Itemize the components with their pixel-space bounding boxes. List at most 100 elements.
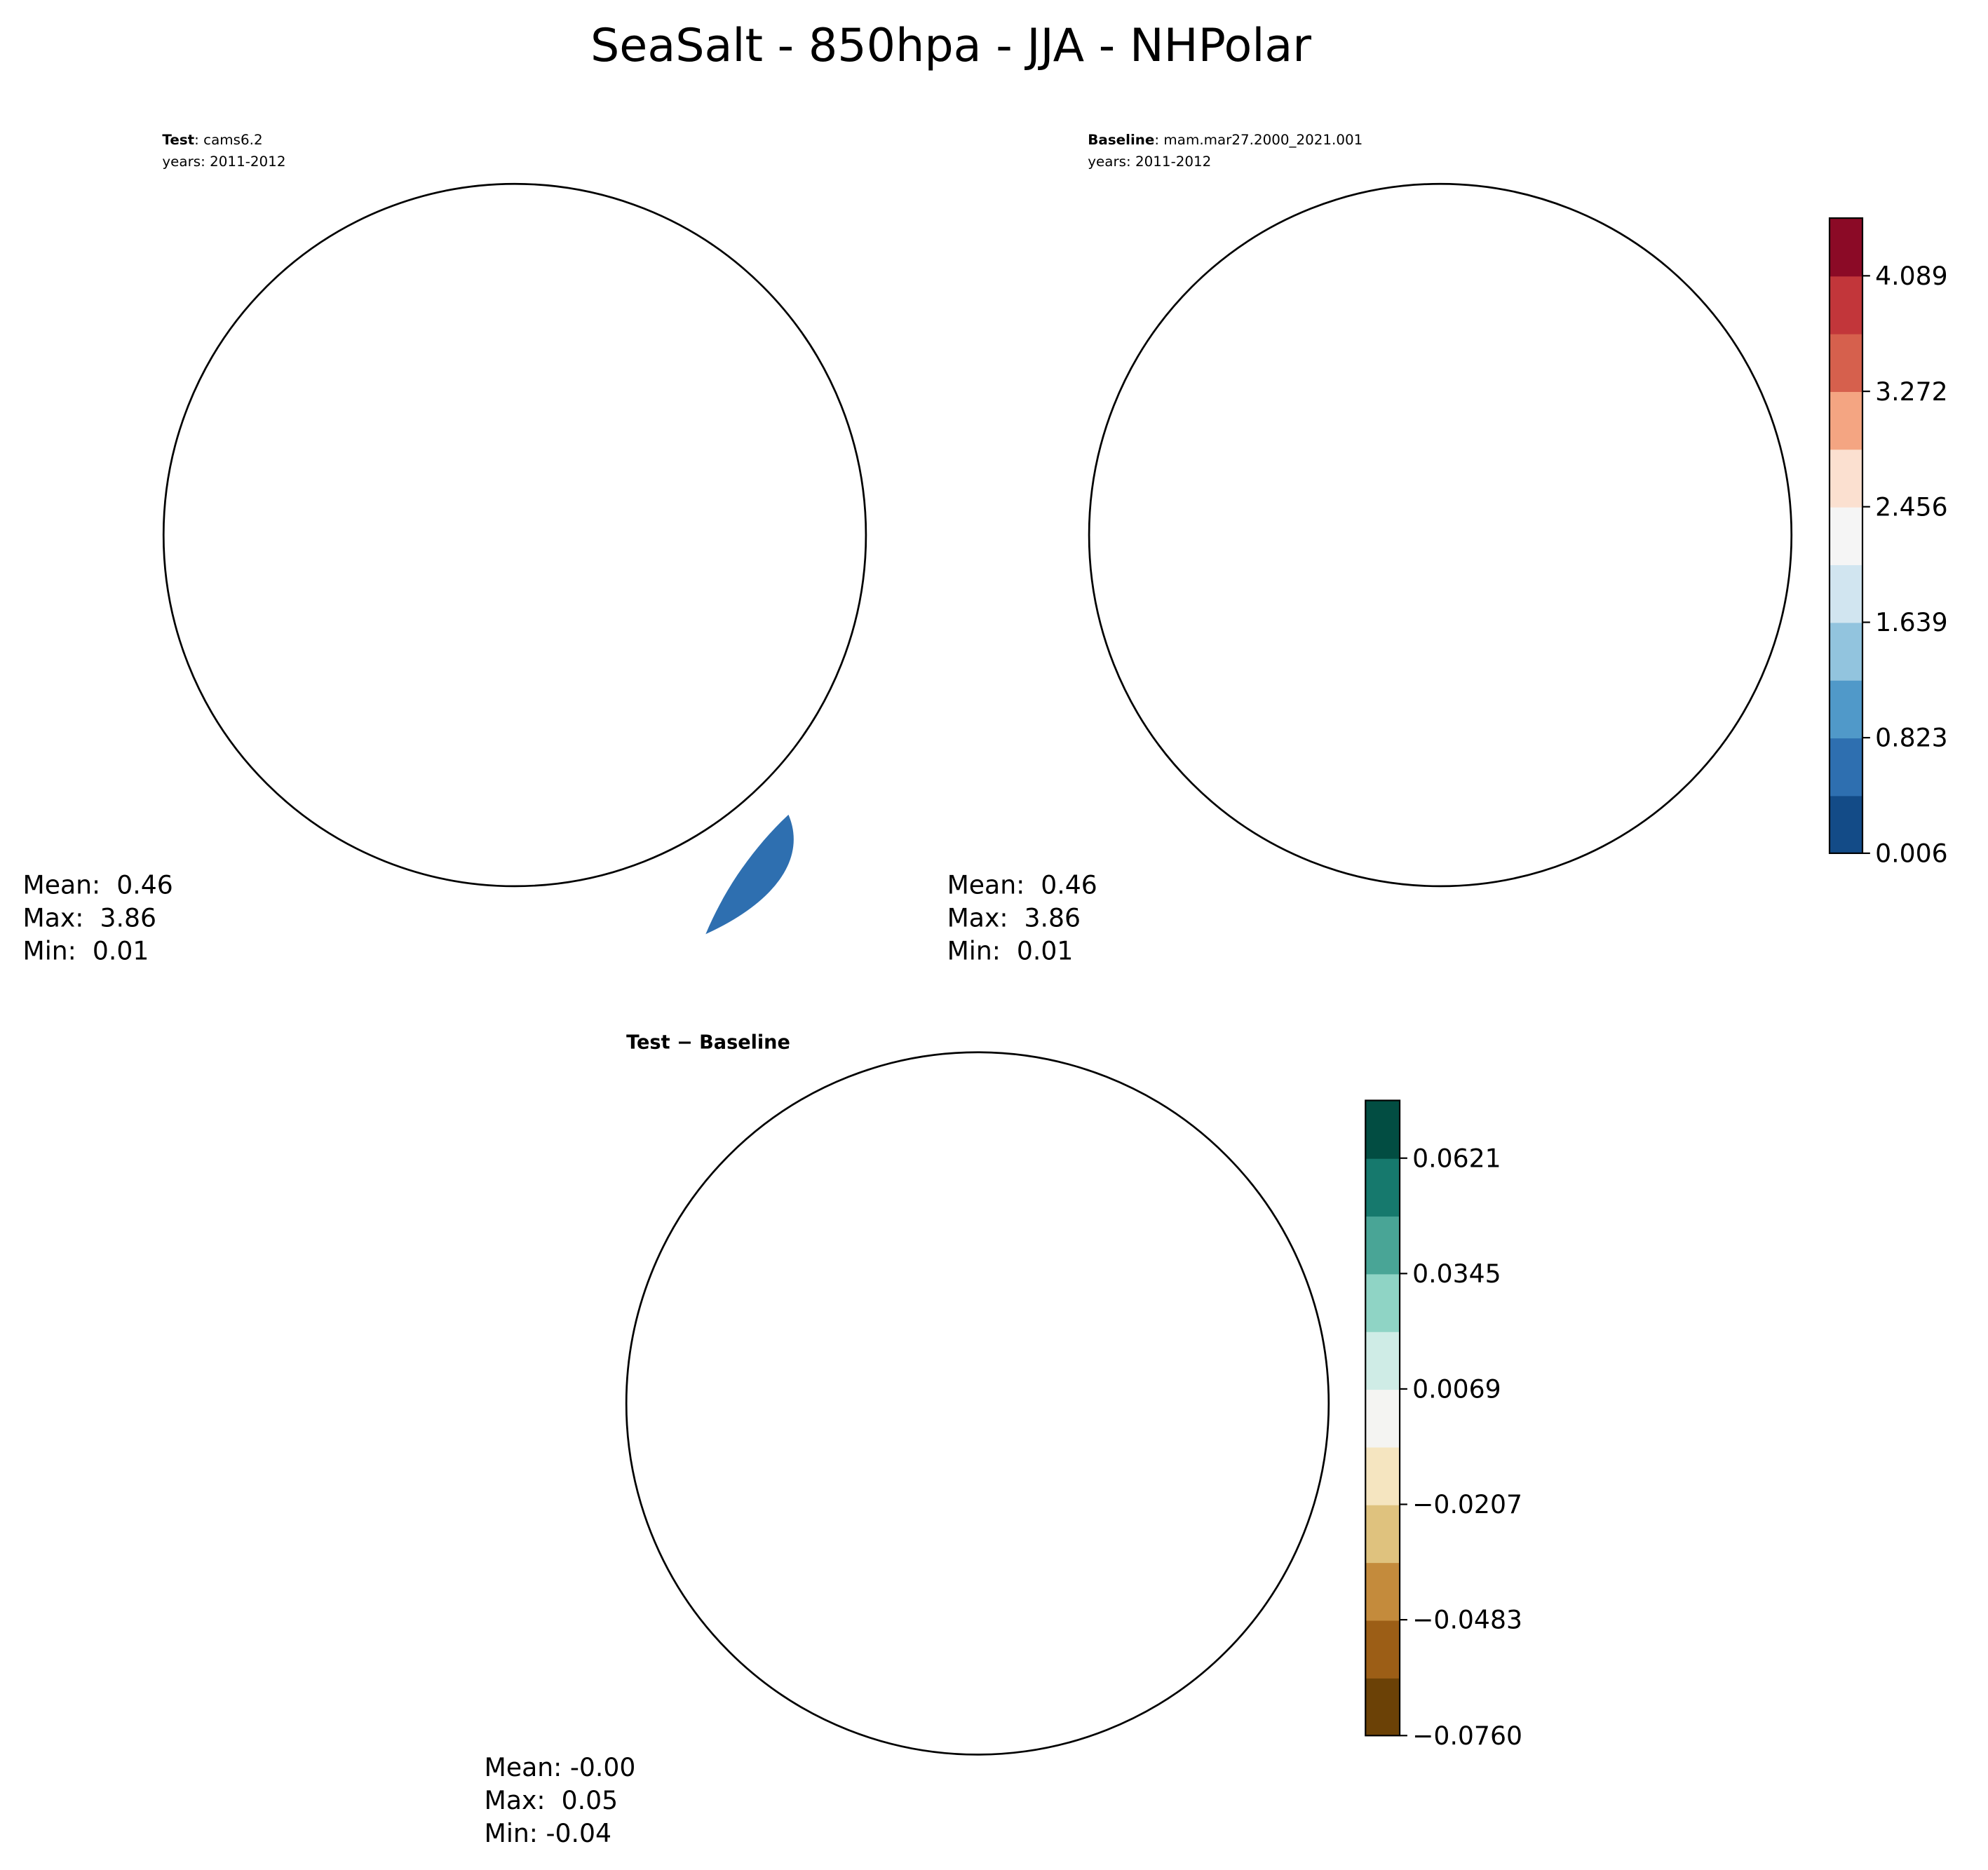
field-patch [678, 719, 866, 886]
field-patch [825, 1619, 1053, 1721]
stat: Max: 0.05 [485, 1785, 618, 1815]
tick-label: 0.006 [1875, 839, 1948, 869]
field-patch [1098, 742, 1605, 924]
color-band [1365, 1331, 1400, 1390]
tick-label: −0.0760 [1412, 1721, 1522, 1751]
field-patch [678, 719, 769, 916]
panel-years: years: 2011-2012 [1088, 154, 1211, 170]
color-band [1829, 506, 1863, 566]
stat: Min: 0.01 [23, 936, 149, 966]
land-mask [1280, 576, 1425, 687]
map [71, 142, 866, 979]
color-band [1365, 1620, 1400, 1679]
field-patch [678, 725, 693, 928]
color-band [1829, 218, 1863, 277]
panel-name: Test − Baseline [626, 1031, 790, 1053]
colorbar-frame [1365, 1099, 1401, 1737]
stat: Max: 3.86 [23, 903, 156, 933]
field-patch [71, 142, 578, 345]
tick-label: 0.823 [1875, 723, 1948, 753]
map-border [162, 182, 867, 888]
field-patch [673, 1556, 1130, 1759]
color-band [1365, 1216, 1400, 1275]
color-band [1365, 1389, 1400, 1448]
field-patch [261, 767, 641, 919]
field-patch [236, 761, 654, 923]
map [626, 1052, 1329, 1759]
color-band [1365, 1158, 1400, 1217]
color-band [1829, 276, 1863, 334]
tick-label: 0.0345 [1412, 1259, 1501, 1289]
panel-years: years: 2011-2012 [162, 154, 285, 170]
field-patch [96, 155, 476, 307]
maps [71, 142, 1793, 1759]
field-patch [388, 814, 565, 890]
tick-label: −0.0483 [1412, 1605, 1522, 1635]
color-band [1829, 449, 1863, 508]
panel-label: Test: cams6.2 [162, 132, 262, 148]
field-patch [1022, 155, 1402, 307]
color-band [1829, 391, 1863, 450]
coastline [686, 1112, 1193, 1695]
panel-info: : cams6.2 [194, 132, 262, 148]
field-patch [980, 1701, 1026, 1726]
field-patch [1089, 184, 1792, 886]
field-patch [1136, 753, 1593, 926]
stat: Mean: -0.00 [485, 1752, 636, 1782]
color-band [1365, 1273, 1400, 1332]
field-patch [96, 243, 350, 345]
field-patch [1313, 814, 1491, 890]
color-band [1829, 795, 1863, 854]
field-patch [135, 187, 794, 377]
color-band [1829, 564, 1863, 623]
stat: Mean: 0.46 [947, 870, 1097, 900]
land-mask [355, 576, 499, 687]
stat: Mean: 0.46 [23, 870, 173, 900]
color-band [1365, 1677, 1400, 1737]
panel-name: Baseline [1088, 132, 1154, 148]
color-band [1829, 622, 1863, 681]
field-patch [1161, 761, 1580, 923]
coastline [1149, 243, 1656, 827]
tick-label: 3.272 [1875, 377, 1948, 407]
tick-label: 0.0069 [1412, 1374, 1501, 1404]
field-patch [1542, 535, 1694, 915]
panel-label: Baseline: mam.mar27.2000_2021.001 [1088, 132, 1362, 148]
field-patch [678, 741, 680, 925]
field-patch [686, 1099, 838, 1188]
tick-label: 0.0621 [1412, 1143, 1501, 1173]
field-patch [1067, 1365, 1168, 1593]
field-patch [1250, 789, 1529, 903]
field-patch [1186, 767, 1567, 919]
colorbar: −0.0760 −0.0483 −0.0207 0.0069 0.0345 0.0621 [1365, 1099, 1522, 1751]
panel-name: Test [162, 132, 194, 148]
colorbar: 0.006 0.823 1.639 2.456 3.272 4.089 [1828, 217, 1948, 869]
field-patch [1060, 725, 1618, 928]
field-patch [210, 753, 667, 926]
tick-label: 2.456 [1875, 492, 1948, 522]
field-patch [1060, 700, 1719, 979]
stat: Min: -0.04 [485, 1818, 611, 1848]
field-patch [914, 1669, 990, 1707]
stat: Min: 0.01 [947, 936, 1074, 966]
color-band [1365, 1504, 1400, 1564]
field-patch [996, 142, 1503, 345]
tick-label: 4.089 [1875, 261, 1948, 291]
land-mask [818, 1444, 962, 1555]
map-border [625, 1051, 1330, 1756]
color-band [1365, 1446, 1400, 1505]
field-patch [678, 719, 794, 979]
field-patch [325, 789, 604, 903]
field-patch [1060, 187, 1719, 377]
coastline [678, 719, 731, 827]
figure-title: SeaSalt - 850hpa - JJA - NHPolar [590, 20, 1311, 72]
field-patch [635, 1315, 711, 1619]
tick-label: −0.0207 [1412, 1489, 1522, 1519]
field-patch [949, 1704, 980, 1724]
color-band [1829, 738, 1863, 797]
colorbar-frame [1828, 217, 1864, 854]
map-border [1088, 182, 1793, 888]
color-band [1365, 1100, 1400, 1159]
color-band [1829, 333, 1863, 393]
